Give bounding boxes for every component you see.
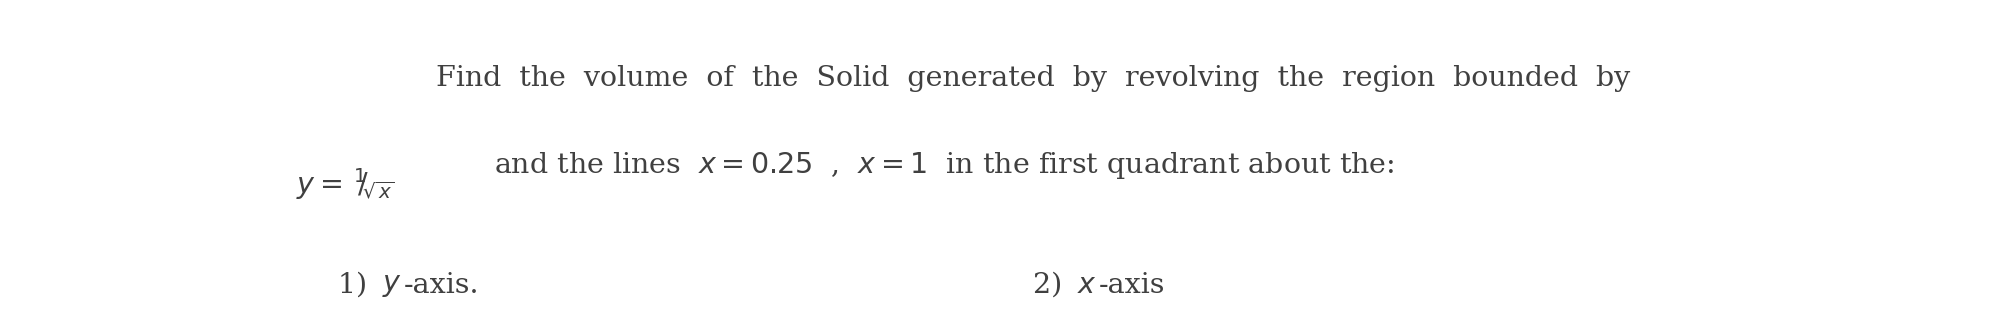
Text: -axis: -axis bbox=[1099, 272, 1165, 299]
Text: 2): 2) bbox=[1032, 272, 1070, 299]
Text: and the lines  $x = 0.25$  ,  $x = 1$  in the first quadrant about the:: and the lines $x = 0.25$ , $x = 1$ in th… bbox=[494, 151, 1395, 181]
Text: -axis.: -axis. bbox=[403, 272, 480, 299]
Text: $x$: $x$ bbox=[1077, 272, 1097, 299]
Text: $y$: $y$ bbox=[381, 272, 401, 299]
Text: $y = \,^1\!\!/\!_{\sqrt{x}}$: $y = \,^1\!\!/\!_{\sqrt{x}}$ bbox=[296, 166, 395, 201]
Text: 1): 1) bbox=[339, 272, 377, 299]
Text: Find  the  volume  of  the  Solid  generated  by  revolving  the  region  bounde: Find the volume of the Solid generated b… bbox=[435, 65, 1631, 92]
